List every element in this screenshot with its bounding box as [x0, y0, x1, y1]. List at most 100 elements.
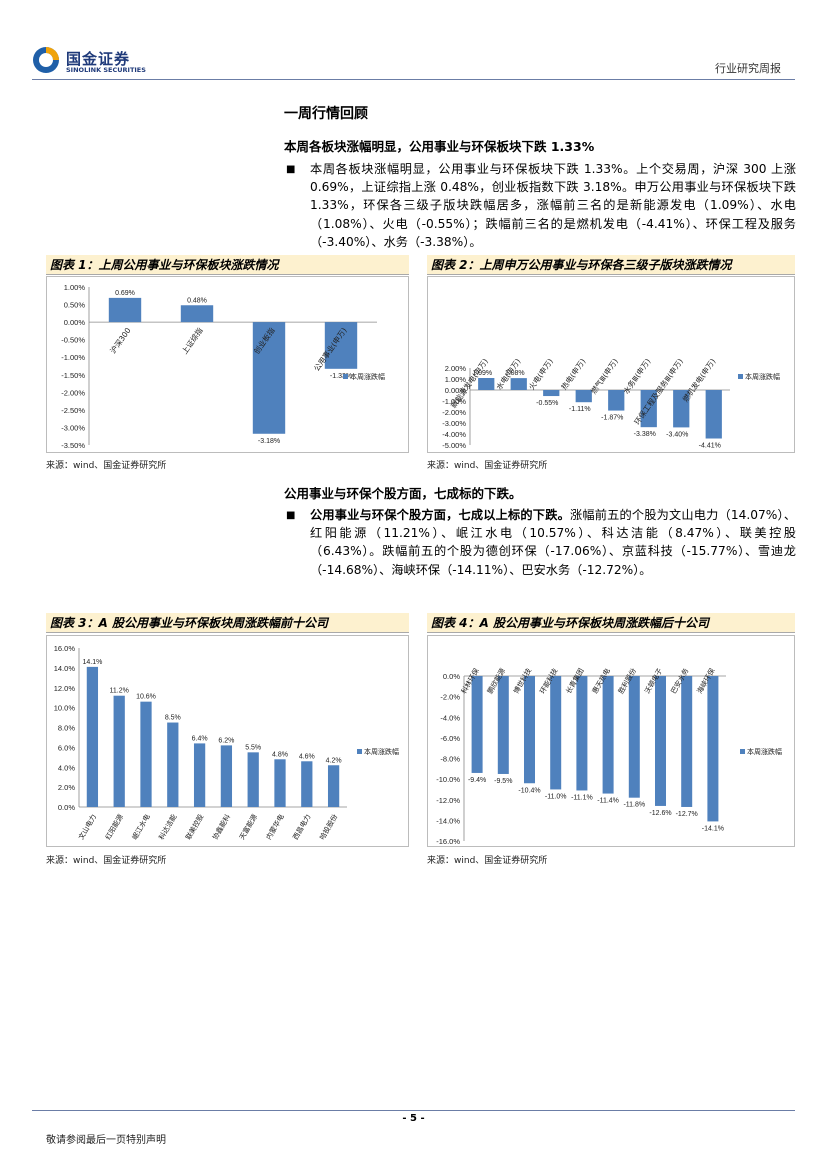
bar [550, 676, 562, 790]
y-tick-label: 0.00% [64, 318, 86, 327]
y-tick-label: -4.00% [442, 430, 466, 439]
bar [167, 722, 179, 807]
y-tick-label: 2.0% [58, 783, 75, 792]
category-label: 天富能源 [237, 813, 259, 842]
bar [576, 676, 588, 791]
data-label: -1.11% [569, 406, 591, 413]
bar [628, 676, 640, 798]
data-label: -10.4% [518, 787, 540, 794]
data-label: -3.18% [258, 438, 280, 445]
y-tick-label: -16.0% [436, 837, 460, 846]
figure-4-chart: 0.0% -2.0% -4.0% -6.0% -8.0% -10.0% -12.0% -14.… [427, 635, 795, 847]
bar [707, 676, 719, 822]
legend-label: 本周涨跌幅 [747, 747, 782, 756]
category-label: 西昌电力 [291, 813, 313, 842]
data-label: 4.8% [272, 751, 288, 758]
bullet-square-icon: ■ [286, 510, 296, 521]
data-label: -12.7% [676, 811, 698, 818]
legend-label: 本周涨跌幅 [350, 372, 385, 381]
data-label: 14.1% [82, 659, 102, 666]
y-tick-label: -8.0% [440, 755, 460, 764]
y-tick-label: -1.00% [61, 353, 85, 362]
category-label: 上证综指 [179, 325, 205, 356]
bar [471, 676, 483, 773]
y-tick-label: -6.0% [440, 734, 460, 743]
bar [247, 752, 259, 807]
data-label: -3.40% [666, 431, 688, 438]
bar [301, 761, 313, 807]
y-tick-label: -0.50% [61, 336, 85, 345]
bar [575, 390, 592, 403]
legend-swatch [343, 374, 348, 379]
figure-2-chart: 2.00% 1.00% 0.00% -1.00% -2.00% -3.00% -4.00% -… [427, 276, 795, 453]
data-label: 6.4% [192, 735, 208, 742]
logo-text-cn: 国金证券 [66, 50, 131, 68]
y-tick-label: -3.00% [61, 423, 85, 432]
y-tick-label: -1.50% [61, 371, 85, 380]
legend-swatch [740, 749, 745, 754]
logo-text-en: SINOLINK SECURITIES [66, 66, 146, 74]
bar [140, 701, 152, 807]
data-label: -1.87% [601, 415, 623, 422]
legend-label: 本周涨跌幅 [364, 747, 399, 756]
y-tick-label: -10.0% [436, 775, 460, 784]
data-label: -9.4% [468, 777, 486, 784]
bar [478, 378, 495, 390]
y-tick-label: 16.0% [54, 644, 76, 653]
legend-label: 本周涨跌幅 [745, 372, 780, 381]
data-label: 0.48% [187, 297, 207, 304]
figure-2-source: 来源：wind、国金证券研究所 [427, 461, 548, 471]
chart-4-svg: 0.0% -2.0% -4.0% -6.0% -8.0% -10.0% -12.0% -14.… [436, 667, 782, 847]
category-label: 红阳能源 [103, 813, 125, 842]
bar [324, 322, 358, 369]
data-label: 4.2% [326, 757, 342, 764]
figure-2-title: 图表 2：上周申万公用事业与环保各三级子版块涨跌情况 [427, 255, 795, 275]
y-tick-label: 0.00% [445, 386, 467, 395]
paragraph-1: 本周各板块涨幅明显，公用事业与环保板块下跌 1.33%。上个交易周，沪深 300… [310, 162, 796, 249]
y-tick-label: -3.00% [442, 419, 466, 428]
category-label: 火电(申万) [526, 356, 555, 391]
data-label: -0.55% [536, 400, 558, 407]
y-tick-label: -3.50% [61, 441, 85, 450]
y-tick-label: -2.50% [61, 406, 85, 415]
bar [86, 666, 99, 807]
y-tick-label: 1.00% [64, 283, 86, 292]
data-label: -3.38% [634, 431, 656, 438]
subsection-title-2: 公用事业与环保个股方面，七成标的下跌。 [284, 486, 522, 501]
figure-1-chart: 1.00% 0.50% 0.00% -0.50% -1.00% -1.50% -2.00% -… [46, 276, 409, 453]
footer-divider [32, 1110, 795, 1111]
figure-1-title: 图表 1：上周公用事业与环保板块涨跌情况 [46, 255, 409, 275]
y-tick-label: -5.00% [442, 441, 466, 450]
category-label: 联美控股 [184, 813, 206, 842]
y-tick-label: 0.0% [58, 803, 75, 812]
figure-4-source: 来源：wind、国金证券研究所 [427, 856, 548, 866]
y-tick-label: -14.0% [436, 816, 460, 825]
bar [180, 305, 214, 323]
bullet-square-icon: ■ [286, 164, 296, 175]
data-label: 1.09% [472, 370, 492, 377]
data-label: -12.6% [649, 810, 671, 817]
data-label: -11.1% [571, 794, 593, 801]
data-label: 1.08% [505, 370, 525, 377]
data-label: -1.33% [330, 373, 352, 380]
category-label: 文山电力 [76, 813, 98, 842]
bar [510, 378, 527, 390]
data-label: -9.5% [494, 778, 512, 785]
bar [543, 390, 560, 397]
figure-1-source: 来源：wind、国金证券研究所 [46, 461, 167, 471]
page-number: - 5 - [402, 1113, 425, 1124]
y-tick-label: 4.0% [58, 763, 75, 772]
data-label: 5.5% [245, 744, 261, 751]
y-tick-label: 1.00% [445, 375, 467, 384]
bar [327, 765, 340, 807]
y-tick-label: -4.0% [440, 713, 460, 722]
report-type: 行业研究周报 [715, 62, 781, 75]
y-tick-label: -2.00% [61, 388, 85, 397]
data-label: 8.5% [165, 715, 181, 722]
bar [681, 676, 693, 807]
data-label: -11.0% [545, 793, 567, 800]
data-label: -14.1% [702, 825, 724, 832]
logo-mark-icon [33, 47, 59, 73]
category-label: 内蒙华电 [264, 813, 286, 842]
y-tick-label: 12.0% [54, 684, 76, 693]
